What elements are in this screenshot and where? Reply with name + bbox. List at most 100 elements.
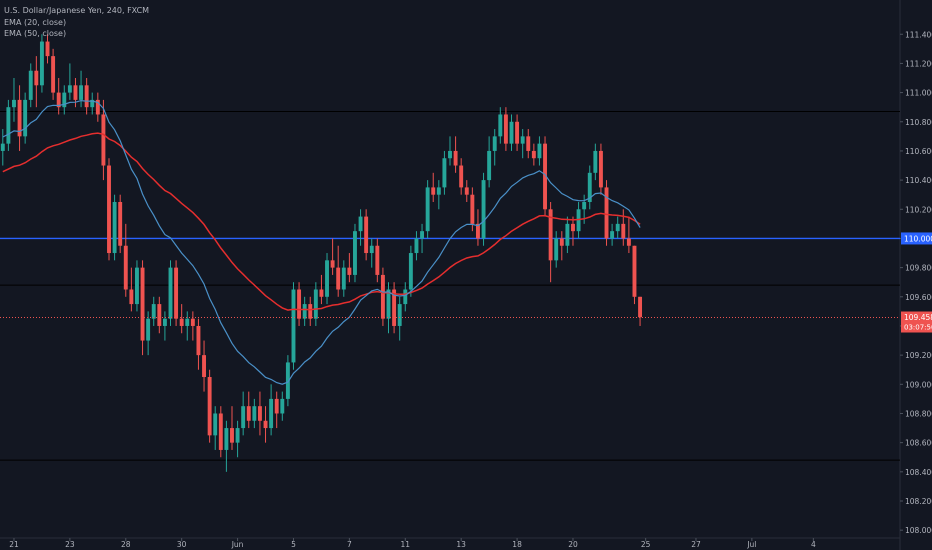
candle-down — [571, 223, 575, 232]
candle-down — [308, 304, 313, 319]
candle-down — [207, 377, 212, 436]
candle-up — [565, 223, 570, 246]
candle-down — [464, 187, 469, 195]
candle-up — [213, 413, 218, 436]
candle-up — [0, 143, 5, 151]
y-tick-label: 110.600 — [905, 147, 932, 156]
candle-down — [140, 267, 145, 341]
candle-up — [610, 231, 615, 239]
candle-down — [56, 92, 61, 108]
candle-down — [604, 187, 609, 239]
candle-up — [341, 267, 346, 290]
candle-up — [185, 318, 190, 326]
candle-down — [503, 114, 508, 144]
candle-up — [79, 85, 84, 100]
candle-up — [408, 253, 413, 290]
candle-down — [319, 289, 324, 297]
candle-up — [414, 238, 419, 254]
candle-down — [626, 238, 631, 246]
candle-up — [593, 150, 598, 173]
candle-up — [67, 85, 72, 93]
candle-up — [23, 99, 28, 137]
last-price-tag — [901, 311, 932, 333]
candle-up — [420, 231, 425, 239]
y-tick-label: 111.400 — [905, 30, 932, 39]
x-tick-label: 23 — [65, 540, 75, 549]
candle-up — [162, 318, 167, 326]
x-tick-label: 25 — [641, 540, 651, 549]
candle-up — [112, 201, 117, 254]
y-tick-label: 108.800 — [905, 409, 932, 418]
candle-up — [28, 70, 33, 100]
y-tick-label: 109.600 — [905, 293, 932, 302]
y-tick-label: 108.200 — [905, 497, 932, 506]
y-tick-label: 108.400 — [905, 468, 932, 477]
candle-up — [403, 289, 408, 305]
candle-up — [269, 398, 274, 429]
candle-down — [431, 187, 436, 195]
x-tick-label: Jun — [231, 540, 244, 549]
candle-down — [45, 41, 50, 57]
y-tick-label: 111.200 — [905, 59, 932, 68]
candle-up — [146, 318, 151, 341]
candle-up — [397, 304, 402, 326]
candle-up — [135, 267, 139, 305]
level-tag-label: 110.000 — [904, 234, 932, 243]
candle-up — [487, 150, 492, 181]
candle-down — [364, 216, 369, 254]
candle-down — [297, 289, 302, 319]
x-tick-label: 28 — [121, 540, 131, 549]
candle-up — [369, 245, 374, 254]
x-tick-label: 27 — [691, 540, 701, 549]
candle-up — [537, 143, 542, 159]
candle-down — [336, 267, 341, 290]
x-tick-label: Jul — [746, 540, 756, 549]
candle-down — [95, 99, 100, 115]
candle-up — [436, 187, 441, 195]
candle-up — [252, 406, 257, 421]
candle-up — [554, 238, 559, 261]
candle-up — [224, 428, 229, 450]
candle-down — [621, 223, 626, 239]
candle-down — [380, 274, 385, 319]
candle-up — [302, 304, 307, 319]
candle-down — [73, 85, 78, 100]
candle-up — [498, 114, 503, 137]
last-price-label: 109.458 — [904, 313, 932, 322]
candle-down — [475, 223, 480, 239]
candle-down — [559, 238, 564, 246]
candle-up — [448, 150, 452, 159]
candle-down — [330, 260, 335, 268]
legend: U.S. Dollar/Japanese Yen, 240, FXCM EMA … — [4, 5, 149, 40]
candle-down — [218, 413, 223, 450]
candle-up — [291, 289, 296, 363]
candle-down — [51, 56, 56, 93]
candle-down — [107, 165, 111, 254]
candle-down — [526, 136, 531, 151]
candle-down — [515, 121, 520, 144]
candle-down — [179, 318, 184, 326]
candle-up — [425, 187, 430, 232]
candle-up — [285, 362, 290, 399]
candle-down — [347, 267, 352, 275]
y-tick-label: 109.000 — [905, 380, 932, 389]
candle-up — [62, 92, 67, 108]
y-tick-label: 108.600 — [905, 439, 932, 448]
x-tick-label: 21 — [9, 540, 19, 549]
candle-down — [632, 245, 637, 297]
candle-down — [470, 194, 475, 224]
candle-up — [280, 398, 285, 414]
candle-down — [129, 289, 134, 305]
candle-down — [531, 150, 536, 159]
candle-down — [34, 70, 39, 86]
candle-up — [492, 136, 497, 151]
y-tick-label: 108.000 — [905, 526, 932, 535]
candle-up — [386, 289, 391, 319]
candle-up — [481, 180, 486, 239]
candle-up — [587, 172, 592, 202]
candle-down — [101, 114, 106, 166]
x-tick-label: 4 — [811, 540, 816, 549]
candle-down — [202, 355, 206, 378]
